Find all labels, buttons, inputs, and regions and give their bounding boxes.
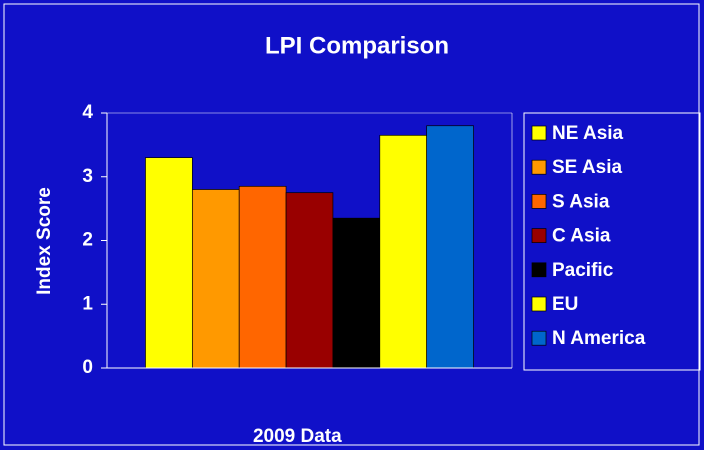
y-tick-label: 0 [82,357,93,378]
y-tick-label: 4 [82,102,93,123]
legend-label: C Asia [552,226,611,247]
frame [3,3,700,446]
legend-label: Pacific [552,260,614,281]
bar [238,185,287,369]
chart-title: LPI Comparison [265,32,449,59]
bar [332,217,381,369]
bar [191,189,240,369]
y-tick-label: 1 [82,293,93,314]
legend-box [523,112,701,371]
x-tick-label: 2009 Data [253,426,342,447]
legend-label: EU [552,294,578,315]
legend-label: SE Asia [552,157,622,178]
legend-swatch [531,125,547,141]
legend-label: N America [552,328,646,349]
legend-swatch [531,296,547,312]
bar [426,125,474,369]
bar [285,192,334,369]
legend-swatch [531,228,547,243]
bar [145,157,193,369]
legend-swatch [531,159,547,175]
y-tick-label: 3 [82,166,93,187]
y-axis-label: Index Score [34,187,55,295]
y-tick-label: 2 [82,230,93,251]
legend-swatch [531,262,547,278]
legend-label: NE Asia [552,123,624,144]
bar [379,134,428,369]
legend-swatch [531,194,547,209]
legend-label: S Asia [552,191,610,212]
legend-swatch [531,330,547,346]
